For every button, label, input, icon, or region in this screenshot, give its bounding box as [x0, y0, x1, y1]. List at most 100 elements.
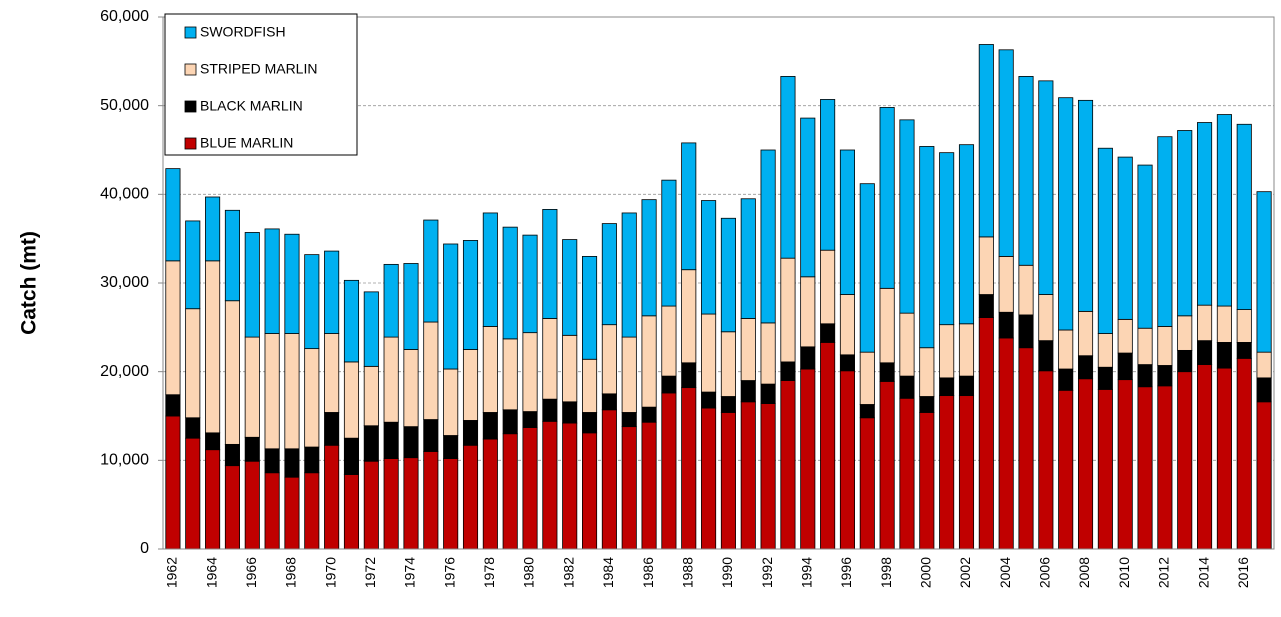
x-tick-label: 1976: [441, 557, 457, 588]
bar-segment: [482, 438, 498, 550]
bar-segment: [185, 417, 201, 439]
bar-segment: [800, 276, 816, 348]
bar-segment: [443, 435, 459, 459]
legend-swatch: [184, 63, 197, 76]
bar-segment: [462, 420, 479, 446]
bar-segment: [383, 263, 399, 338]
x-tick-label: 1970: [322, 557, 338, 588]
x-tick-label: 2008: [1076, 557, 1092, 588]
bar-segment: [720, 412, 736, 550]
bar-segment: [284, 333, 300, 450]
bar-segment: [423, 451, 439, 550]
x-tick-label: 1962: [164, 557, 180, 588]
bar-segment: [244, 336, 260, 438]
x-tick-label: 1982: [560, 557, 576, 588]
bar-segment: [1256, 351, 1272, 379]
bar-segment: [1077, 378, 1094, 550]
bar-segment: [1038, 340, 1054, 372]
bar-segment: [1077, 99, 1094, 312]
bar-segment: [760, 322, 776, 385]
bar-segment: [224, 465, 240, 550]
bar-segment: [919, 412, 935, 550]
bar-segment: [423, 321, 439, 420]
bar-segment: [542, 420, 558, 550]
bar-segment: [1058, 389, 1074, 550]
bar-segment: [244, 436, 260, 462]
bar-segment: [1157, 136, 1173, 327]
x-tick-label: 2002: [957, 557, 973, 588]
bar-segment: [224, 443, 240, 467]
bar-segment: [1038, 80, 1054, 295]
bar-segment: [165, 394, 181, 417]
x-tick-label: 2012: [1156, 557, 1172, 588]
bar-segment: [681, 269, 697, 364]
bar-segment: [661, 375, 677, 394]
bar-segment: [998, 311, 1014, 339]
bar-segment: [859, 404, 875, 419]
bar-segment: [482, 326, 498, 413]
bar-segment: [502, 433, 518, 550]
bar-segment: [800, 346, 816, 370]
bar-segment: [224, 209, 240, 302]
bar-segment: [919, 347, 935, 397]
bar-segment: [859, 183, 875, 353]
x-tick-label: 1972: [362, 557, 378, 588]
bar-segment: [879, 287, 895, 364]
bar-segment: [522, 411, 538, 428]
x-tick-label: 1978: [481, 557, 497, 588]
bar-segment: [998, 49, 1014, 257]
bar-segment: [1137, 164, 1153, 329]
bar-segment: [1216, 342, 1232, 369]
bar-segment: [1137, 386, 1153, 550]
bar-segment: [978, 294, 994, 318]
bar-segment: [185, 220, 201, 310]
x-tick-label: 1992: [759, 557, 775, 588]
bar-segment: [820, 249, 836, 325]
bar-segment: [1256, 401, 1272, 550]
bar-segment: [562, 239, 578, 336]
bar-segment: [304, 472, 320, 550]
bar-segment: [839, 354, 855, 372]
bar-segment: [582, 412, 598, 434]
bar-segment: [939, 377, 955, 397]
x-tick-label: 1996: [838, 557, 854, 588]
bar-segment: [939, 395, 955, 550]
bar-segment: [1097, 388, 1113, 550]
bar-segment: [165, 260, 181, 396]
y-tick-label: 0: [140, 540, 149, 557]
legend-label: SWORDFISH: [200, 24, 286, 40]
bar-segment: [681, 362, 697, 389]
bar-segment: [1236, 357, 1252, 550]
y-tick-label: 20,000: [100, 363, 149, 380]
bar-segment: [998, 337, 1014, 550]
bar-segment: [462, 240, 479, 350]
x-tick-label: 1986: [640, 557, 656, 588]
bar-segment: [244, 460, 260, 550]
bar-segment: [582, 358, 598, 413]
bar-segment: [363, 460, 379, 550]
bar-segment: [264, 472, 280, 550]
bar-segment: [1018, 264, 1034, 316]
bar-segment: [284, 448, 300, 478]
bar-segment: [760, 149, 776, 324]
bar-segment: [800, 368, 816, 550]
y-tick-label: 50,000: [100, 97, 149, 114]
bar-segment: [443, 368, 459, 436]
bar-segment: [701, 200, 717, 315]
bar-segment: [919, 396, 935, 413]
bar-segment: [681, 387, 697, 550]
bar-segment: [403, 457, 419, 550]
bar-segment: [522, 427, 538, 550]
bar-segment: [443, 458, 459, 550]
bar-segment: [1058, 368, 1074, 391]
legend-box: [164, 13, 358, 156]
x-tick-label: 2006: [1037, 557, 1053, 588]
x-tick-label: 1966: [243, 557, 259, 588]
bar-segment: [185, 437, 201, 550]
bar-segment: [165, 168, 181, 262]
bar-segment: [839, 149, 855, 295]
bar-segment: [542, 318, 558, 400]
bar-segment: [304, 254, 320, 350]
bar-segment: [1236, 123, 1252, 311]
